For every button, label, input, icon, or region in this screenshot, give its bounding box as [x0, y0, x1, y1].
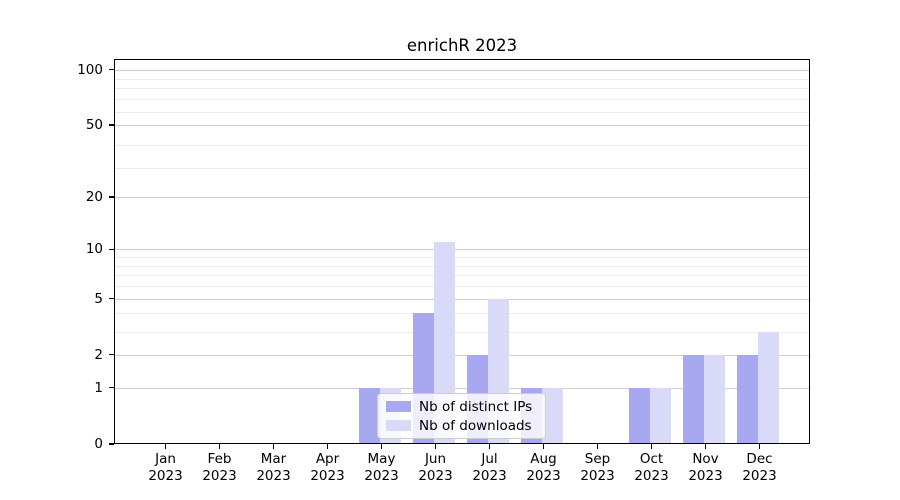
y-tick-label: 2: [94, 346, 103, 363]
bar-downloads-dec: [758, 331, 779, 444]
x-tick-mark: [164, 444, 167, 449]
bar-downloads-nov: [704, 354, 725, 444]
y-tick-label: 50: [85, 117, 103, 133]
x-tick-label: Feb 2023: [202, 451, 237, 484]
y-gridline-minor: [115, 313, 809, 315]
y-gridline-minor: [115, 331, 809, 333]
y-tick-mark: [109, 196, 114, 198]
y-gridline-minor: [115, 99, 809, 101]
x-tick-mark: [272, 444, 275, 449]
y-gridline-minor: [115, 168, 809, 169]
y-tick-label: 0: [94, 436, 103, 452]
chart-title: enrichR 2023: [406, 36, 518, 55]
legend-label-downloads: Nb of downloads: [419, 417, 532, 434]
x-tick-mark: [650, 444, 653, 449]
y-tick-label: 5: [94, 290, 103, 307]
y-gridline-major: [115, 298, 809, 300]
y-tick-label: 1: [94, 379, 103, 396]
x-tick-mark: [704, 444, 707, 449]
y-gridline-minor: [115, 257, 809, 259]
y-gridline-major: [115, 125, 809, 126]
legend: Nb of distinct IPs Nb of downloads: [377, 393, 546, 439]
y-gridline-minor: [115, 286, 809, 288]
y-gridline-minor: [115, 144, 809, 146]
legend-item-downloads: Nb of downloads: [386, 417, 536, 434]
bar-downloads-aug: [542, 387, 563, 444]
x-tick-label: Jul 2023: [472, 451, 507, 484]
bar-distinct-ips-nov: [683, 354, 704, 444]
x-tick-label: Oct 2023: [634, 451, 669, 484]
y-tick-label: 20: [85, 189, 103, 205]
y-tick-mark: [109, 248, 114, 250]
legend-swatch-distinct-ips-icon: [386, 401, 411, 412]
legend-label-distinct-ips: Nb of distinct IPs: [419, 398, 533, 415]
x-tick-label: Aug 2023: [526, 451, 561, 484]
x-tick-label: Apr 2023: [310, 451, 345, 484]
y-gridline-minor: [115, 111, 809, 113]
y-tick-label: 10: [85, 241, 103, 258]
x-tick-mark: [326, 444, 329, 449]
x-tick-label: Jan 2023: [148, 451, 183, 484]
x-tick-mark: [380, 444, 383, 449]
x-tick-label: Nov 2023: [688, 451, 723, 484]
bar-distinct-ips-oct: [629, 387, 650, 444]
legend-swatch-downloads-icon: [386, 420, 411, 431]
y-tick-mark: [109, 298, 114, 300]
x-tick-mark: [596, 444, 599, 449]
x-tick-label: Mar 2023: [256, 451, 291, 484]
x-tick-mark: [758, 444, 761, 449]
bar-downloads-oct: [650, 387, 671, 444]
x-tick-mark: [218, 444, 221, 449]
y-tick-mark: [109, 387, 114, 389]
y-gridline-minor: [115, 275, 809, 277]
y-gridline-major: [115, 69, 809, 71]
y-gridline-major: [115, 387, 809, 389]
y-gridline-major: [115, 354, 809, 356]
y-gridline-major: [115, 197, 809, 198]
x-tick-label: Jun 2023: [418, 451, 453, 484]
x-tick-mark: [542, 444, 545, 449]
bar-distinct-ips-may: [359, 387, 380, 444]
y-tick-mark: [109, 354, 114, 356]
x-tick-mark: [488, 444, 491, 449]
y-gridline-minor: [115, 88, 809, 90]
y-gridline-minor: [115, 78, 809, 80]
x-tick-mark: [434, 444, 437, 449]
x-tick-label: Dec 2023: [742, 451, 777, 484]
y-tick-mark: [109, 68, 114, 71]
y-gridline-major: [115, 249, 809, 251]
y-tick-label: 100: [77, 61, 103, 78]
legend-item-distinct-ips: Nb of distinct IPs: [386, 398, 536, 415]
y-tick-mark: [109, 124, 114, 126]
x-tick-label: Sep 2023: [580, 451, 615, 484]
bar-distinct-ips-dec: [737, 354, 758, 444]
y-gridline-minor: [115, 265, 809, 267]
y-tick-mark: [109, 443, 114, 445]
x-tick-label: May 2023: [364, 451, 399, 484]
